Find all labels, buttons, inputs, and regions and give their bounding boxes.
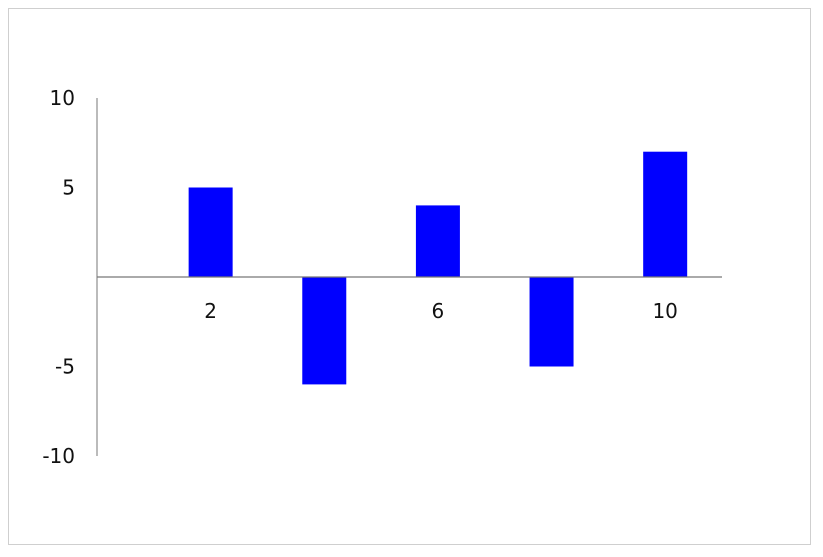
y-tick-label: 10 — [50, 86, 75, 110]
y-tick-label: -10 — [42, 444, 75, 468]
bar-x-4 — [302, 277, 347, 385]
x-tick-labels: 2 6 10 — [204, 299, 678, 323]
bar-x-2 — [188, 187, 233, 277]
y-tick-label: -5 — [55, 355, 75, 379]
bar-x-6 — [415, 205, 460, 277]
bar-x-8 — [529, 277, 574, 367]
y-tick-label: 5 — [62, 176, 75, 200]
x-tick-label: 10 — [652, 299, 677, 323]
x-tick-label: 2 — [204, 299, 217, 323]
x-tick-label: 6 — [432, 299, 445, 323]
bar-x-10 — [643, 151, 688, 277]
y-tick-labels: 10 5 -5 -10 — [42, 86, 75, 468]
bars-group — [188, 151, 688, 385]
